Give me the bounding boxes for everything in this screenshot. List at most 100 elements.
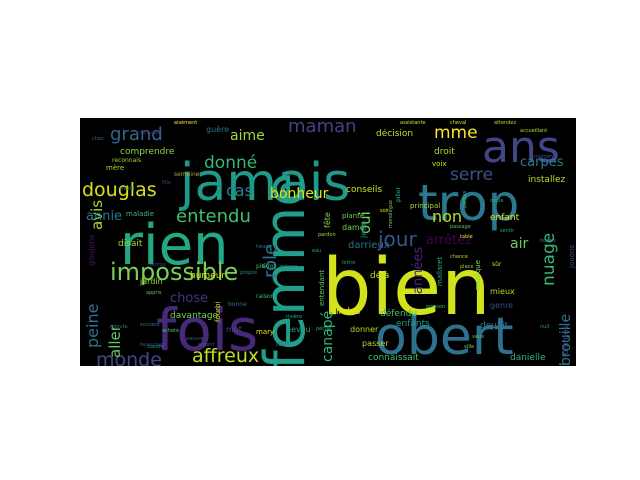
cloud-word-57: devait: [480, 321, 509, 331]
cloud-word-101: cuisine: [280, 264, 298, 270]
cloud-word-75: mère: [106, 164, 124, 172]
cloud-word-13: monde: [96, 349, 162, 366]
cloud-word-43: fête: [322, 212, 332, 228]
cloud-word-92: attendez: [494, 120, 516, 126]
cloud-word-74: reconnais: [112, 157, 141, 164]
cloud-word-17: mme: [434, 123, 478, 143]
cloud-word-124: nuit: [540, 324, 550, 330]
cloud-word-5: femme: [253, 172, 318, 366]
cloud-word-102: vivre: [280, 250, 292, 256]
cloud-word-82: jouons: [568, 245, 576, 269]
cloud-word-16: donné: [204, 153, 257, 173]
cloud-word-58: neveu: [286, 325, 311, 334]
cloud-word-24: bonheur: [270, 186, 329, 202]
cloud-word-70: guère: [206, 124, 229, 134]
word-cloud-background: [80, 118, 576, 366]
cloud-word-8: impossible: [110, 258, 238, 286]
cloud-word-10: douglas: [82, 179, 157, 201]
cloud-word-56: enfants: [396, 319, 430, 329]
cloud-word-122: rivière: [286, 313, 302, 320]
cloud-word-115: chance: [450, 254, 468, 260]
cloud-word-73: semaine: [174, 171, 200, 178]
cloud-word-118: ville: [464, 344, 474, 350]
cloud-word-36: années: [411, 247, 426, 294]
cloud-word-67: mot: [226, 325, 242, 334]
cloud-word-100: lettre: [342, 260, 355, 266]
cloud-word-31: brouille: [558, 314, 574, 366]
cloud-word-81: sûr: [492, 261, 502, 268]
cloud-word-111: fille: [162, 180, 171, 186]
cloud-word-20: rôle: [260, 244, 281, 278]
cloud-word-110: autres: [150, 262, 166, 268]
cloud-word-93: accueillant: [520, 128, 547, 134]
cloud-word-44: dame: [342, 223, 365, 232]
cloud-word-94: pardon: [318, 232, 336, 238]
cloud-word-90: assistante: [400, 120, 426, 126]
cloud-word-50: disait: [118, 239, 143, 249]
cloud-word-65: mallaret: [436, 257, 444, 286]
cloud-word-71: fourbi: [214, 301, 222, 322]
cloud-word-61: connaissait: [368, 353, 419, 363]
cloud-word-119: veux: [472, 334, 484, 340]
cloud-word-116: table: [460, 234, 473, 240]
cloud-word-53: davantage: [170, 311, 219, 321]
cloud-word-103: propos: [240, 270, 257, 276]
cloud-word-86: pilier: [395, 186, 402, 202]
cloud-word-64: musique: [474, 260, 482, 290]
cloud-word-32: carpes: [520, 155, 564, 170]
cloud-word-127: chez: [92, 136, 104, 142]
cloud-word-23: aime: [230, 128, 265, 144]
cloud-word-7: ans: [482, 122, 560, 173]
cloud-word-68: mary: [256, 328, 274, 336]
cloud-word-120: poisson: [426, 304, 445, 310]
cloud-word-108: argent: [198, 342, 214, 348]
cloud-word-79: voix: [432, 160, 447, 168]
cloud-word-34: annie: [86, 209, 122, 224]
cloud-word-72: maladie: [126, 210, 154, 218]
cloud-word-14: affreux: [192, 345, 259, 366]
cloud-word-105: minute: [110, 324, 128, 330]
cloud-word-39: comprendre: [120, 147, 175, 157]
cloud-word-25: peine: [83, 304, 102, 348]
cloud-word-28: oui: [356, 211, 374, 234]
cloud-word-76: plante: [342, 212, 364, 220]
cloud-word-0: bien: [322, 243, 491, 333]
cloud-word-42: droit: [434, 147, 455, 157]
word-cloud: bien jamais fois rien obert femme trop ans impos…: [80, 118, 576, 366]
cloud-word-97: parfois: [462, 190, 468, 208]
cloud-word-37: darrieux: [348, 240, 390, 251]
cloud-word-106: souvent: [140, 322, 160, 328]
cloud-word-30: arrêtez: [426, 233, 472, 248]
cloud-word-29: air: [510, 236, 528, 252]
cloud-word-66: goujons: [87, 235, 96, 266]
cloud-word-41: installez: [528, 175, 565, 185]
cloud-word-45: jean: [359, 221, 368, 239]
cloud-word-15: maman: [288, 118, 357, 137]
cloud-word-126: matin: [120, 186, 134, 192]
cloud-word-11: entendu: [176, 206, 251, 227]
cloud-word-38: décision: [376, 128, 413, 139]
cloud-word-48: mieux: [490, 287, 515, 296]
cloud-word-114: place: [460, 264, 473, 270]
cloud-word-60: passer: [362, 339, 389, 348]
cloud-word-89: aisément: [174, 119, 197, 126]
cloud-word-80: principal: [410, 202, 440, 210]
cloud-word-54: indes: [336, 307, 360, 317]
cloud-word-47: genre: [490, 301, 513, 310]
cloud-word-78: pierrot: [256, 263, 277, 270]
cloud-word-35: chose: [170, 291, 208, 306]
cloud-word-112: papa: [150, 130, 162, 136]
cloud-word-62: danielle: [510, 353, 546, 363]
cloud-word-46: enfant: [490, 213, 520, 223]
cloud-word-18: serre: [450, 165, 493, 185]
cloud-word-98: oncle: [490, 198, 503, 204]
cloud-word-123: eau: [312, 248, 321, 254]
cloud-word-85: bande: [148, 344, 164, 350]
cloud-word-96: passage: [450, 224, 471, 230]
cloud-word-9: grand: [110, 124, 163, 145]
cloud-word-109: beaucoup: [140, 342, 165, 348]
cloud-word-51: humeur: [190, 271, 225, 281]
cloud-word-59: donner: [350, 325, 379, 334]
cloud-word-27: avis: [88, 200, 106, 230]
